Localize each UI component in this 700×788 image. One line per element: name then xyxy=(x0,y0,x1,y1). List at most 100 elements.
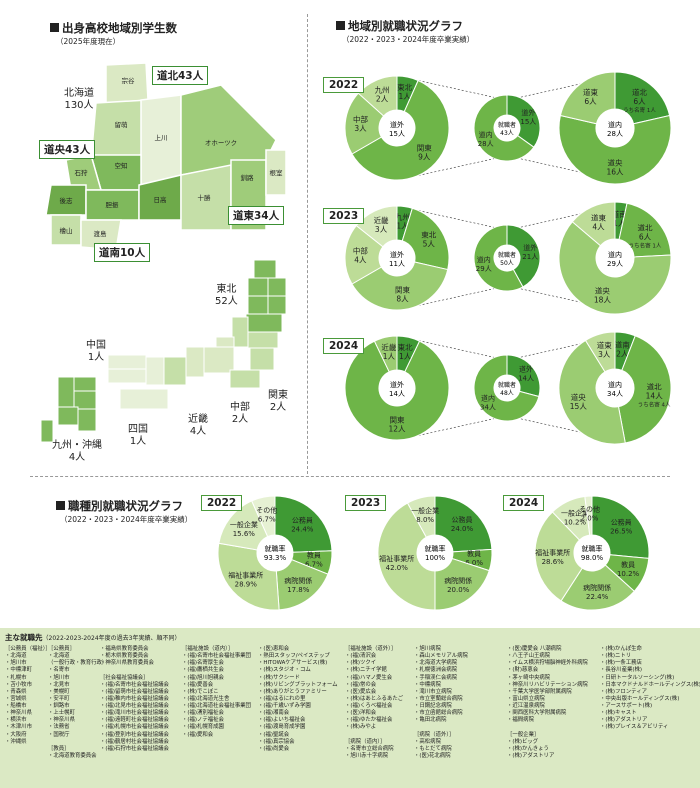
slice-value-道外: 21人 xyxy=(522,253,538,261)
slice-label-病院関係: 病院関係 xyxy=(444,576,472,585)
hiyama-label: 檜山 xyxy=(60,226,73,235)
slice-value-道東: 6人 xyxy=(584,97,597,106)
slice-note: うち名寄 1人 xyxy=(629,242,662,250)
employed-center-value: 50人 xyxy=(500,260,514,267)
slice-label-道央: 道央 xyxy=(608,157,623,167)
japan-map: 宗谷 留萌 上川 オホーツク 空知 石狩 後志 胆振 日高 十勝 釧路 根室 檜… xyxy=(40,62,287,443)
occupation-section-subtitle: （2022・2023・2024年度卒業実績） xyxy=(60,515,193,524)
hokkaido-label: 北海道 130人 xyxy=(64,88,94,111)
donut-hole xyxy=(379,110,415,146)
employer-column-3: ・福島県教育委員会 ・栃木県教育委員会 ・神奈川県教育委員会 ［社会福祉協議会］… xyxy=(100,646,169,752)
slice-label-病院関係: 病院関係 xyxy=(284,576,312,585)
slice-label-九州: 九州 xyxy=(375,85,390,94)
donut-hole xyxy=(596,369,634,407)
slice-label-道外: 道外 xyxy=(521,108,535,117)
year-badge-2024: 2024 xyxy=(323,338,365,354)
employed-center-value: 43人 xyxy=(500,130,514,137)
slice-value-東北: 1人 xyxy=(399,352,412,361)
employed-center-label: 就職者 xyxy=(498,251,516,259)
inside-center-value: 29人 xyxy=(607,260,623,268)
regional-section-title: 地域別就職状況グラフ xyxy=(336,18,463,34)
slice-value-道内: 28人 xyxy=(478,140,494,148)
kamikawa-label: 上川 xyxy=(155,133,168,142)
occupation-section-title: 職種別就職状況グラフ xyxy=(56,498,183,514)
regional-section-subtitle: （2022・2023・2024年度卒業実績） xyxy=(342,35,475,44)
slice-value-公務員: 26.5% xyxy=(610,527,633,535)
inside-center-value: 34人 xyxy=(607,390,623,398)
employer-column-1: ［公務員（福祉）］ ・北海道 ・旭川市 ・中標津町 ・札幌市 ・苫小牧市 ・青森… xyxy=(5,646,51,745)
slice-value-中部: 4人 xyxy=(354,255,367,264)
slice-value-教員: 10.2% xyxy=(617,570,640,578)
slice-label-道央: 道央 xyxy=(595,285,610,295)
slice-label-教員: 教員 xyxy=(621,560,635,569)
slice-label-一般企業: 一般企業 xyxy=(230,520,258,529)
outside-center-label: 道外 xyxy=(390,250,404,259)
slice-value-九州: 1人 xyxy=(396,222,409,231)
slice-label-東北: 東北 xyxy=(398,342,413,352)
slice-value-福祉事業所: 42.0% xyxy=(386,564,409,572)
donut-hole xyxy=(494,115,520,141)
shiribeshi-label: 後志 xyxy=(60,196,74,205)
slice-label-道央: 道央 xyxy=(571,392,586,402)
slice-label-公務員: 公務員 xyxy=(611,517,632,526)
tohoku-label: 東北 52人 xyxy=(215,284,238,307)
slice-label-福祉事業所: 福祉事業所 xyxy=(535,548,570,557)
employer-column-7: ・旭川病院 ・森山メモリアル病院 ・北海道大学病院 ・札幌徳洲会病院 ・手稲渓仁… xyxy=(414,646,468,759)
slice-label-道東: 道東 xyxy=(597,340,613,350)
slice-label-道外: 道外 xyxy=(519,364,533,373)
slice-note: うち名寄 1人 xyxy=(623,106,656,114)
slice-label-道外: 道外 xyxy=(523,243,537,252)
slice-label-公務員: 公務員 xyxy=(292,516,313,525)
slice-value-道北: 6人 xyxy=(639,233,652,242)
employers-panel: 主な就職先（2022-2023-2024年度の過去3年実績、順不同） ［公務員（… xyxy=(0,628,700,788)
employment-rate-value: 100% xyxy=(425,554,445,562)
doo-count: 道央43人 xyxy=(39,140,96,159)
rumoi-region xyxy=(90,99,149,161)
slice-label-道内: 道内 xyxy=(479,130,493,139)
slice-label-中部: 中部 xyxy=(353,114,368,124)
employer-column-8: ・(医)慶愛会 八潮病院 ・八王子山王病院 ・イムス横浜狩場脳神経外科病院 ・(… xyxy=(507,646,588,759)
slice-label-道内: 道内 xyxy=(477,255,491,264)
slice-label-道南: 道南 xyxy=(615,339,630,349)
outside-center-value: 15人 xyxy=(389,130,405,138)
donut-hole xyxy=(494,375,520,401)
slice-value-九州: 2人 xyxy=(376,94,389,103)
outside-center-label: 道外 xyxy=(390,380,404,389)
rumoi-label: 留萌 xyxy=(115,120,129,129)
slice-value-公務員: 24.0% xyxy=(451,525,474,533)
ishikari-label: 石狩 xyxy=(75,168,89,177)
slice-value-その他: 6.7% xyxy=(258,515,276,523)
slice-label-東北: 東北 xyxy=(397,82,412,92)
employment-rate-value: 93.3% xyxy=(264,554,287,562)
honshu-map xyxy=(40,259,287,443)
kyushu-label: 九州・沖縄 4人 xyxy=(52,440,102,463)
outside-center-value: 11人 xyxy=(389,260,405,268)
outside-center-label: 道外 xyxy=(390,120,404,129)
slice-label-道東: 道東 xyxy=(591,212,606,222)
year-badge-2023: 2023 xyxy=(323,208,365,224)
slice-label-病院関係: 病院関係 xyxy=(583,583,611,592)
slice-label-一般企業: 一般企業 xyxy=(411,506,439,515)
slice-value-関東: 12人 xyxy=(388,425,406,434)
title-square-icon xyxy=(50,23,59,32)
hidaka-label: 日高 xyxy=(154,195,168,204)
inside-center-label: 道内 xyxy=(608,380,622,389)
title-square-icon xyxy=(336,21,345,30)
slice-label-一般企業: 一般企業 xyxy=(561,508,589,517)
slice-value-東北: 5人 xyxy=(423,240,436,249)
kanto-label: 関東 2人 xyxy=(268,390,288,413)
slice-value-道東: 4人 xyxy=(592,222,605,231)
title-square-icon xyxy=(56,501,65,510)
employer-column-2: ［公務員］ ・北海道 （一般行政・教育行政） ・名寄市 ・旭川市 ・北見市 ・美… xyxy=(48,646,108,759)
slice-label-近畿: 近畿 xyxy=(374,215,389,225)
employer-column-5: ・(医)恵和会 ・熱田スタッフ/ペイステップ ・HITOWAケアサービス(株) … xyxy=(258,646,338,752)
doto-count: 道東34人 xyxy=(228,206,285,225)
kushiro-label: 釧路 xyxy=(241,173,255,182)
donut-hole xyxy=(417,535,453,571)
oshima-label: 渡島 xyxy=(94,229,108,238)
employment-rate-label: 就職率 xyxy=(582,544,603,553)
employers-title: 主な就職先（2022-2023-2024年度の過去3年実績、順不同） xyxy=(5,633,181,642)
slice-value-道央: 15人 xyxy=(570,402,588,411)
slice-value-病院関係: 17.8% xyxy=(287,586,310,594)
